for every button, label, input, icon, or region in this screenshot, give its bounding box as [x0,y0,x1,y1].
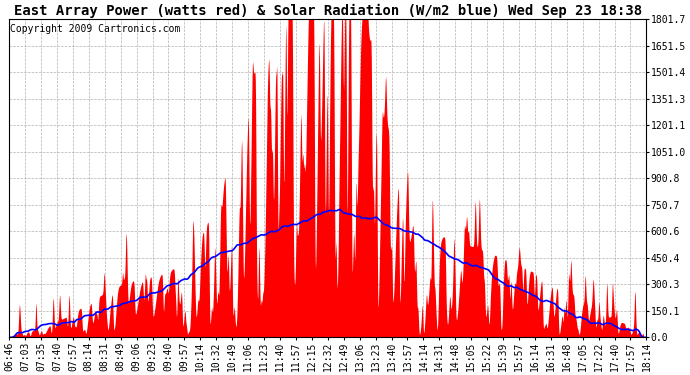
Text: Copyright 2009 Cartronics.com: Copyright 2009 Cartronics.com [10,24,180,34]
Title: East Array Power (watts red) & Solar Radiation (W/m2 blue) Wed Sep 23 18:38: East Array Power (watts red) & Solar Rad… [14,4,642,18]
